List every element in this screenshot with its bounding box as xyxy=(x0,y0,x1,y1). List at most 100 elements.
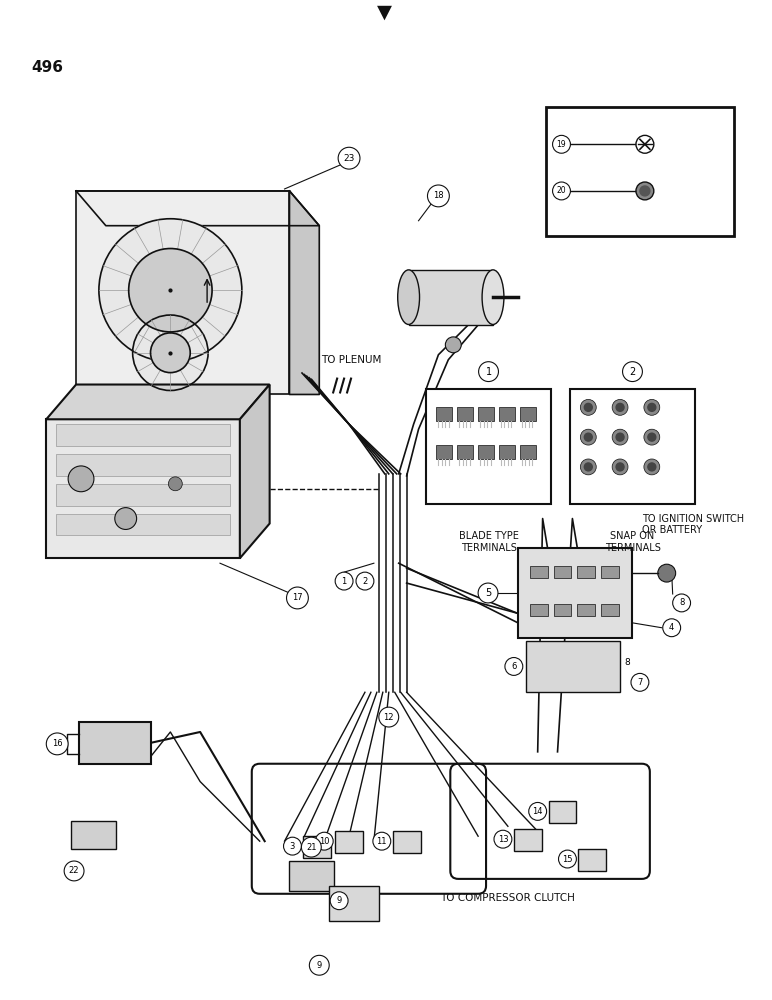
Circle shape xyxy=(505,658,523,675)
Circle shape xyxy=(584,433,592,441)
Bar xyxy=(554,566,571,578)
Circle shape xyxy=(658,564,676,582)
Circle shape xyxy=(356,572,374,590)
Text: 1: 1 xyxy=(341,577,347,586)
Text: 15: 15 xyxy=(562,855,573,864)
Circle shape xyxy=(129,249,212,332)
Bar xyxy=(46,419,240,558)
Text: 2: 2 xyxy=(362,577,367,586)
Circle shape xyxy=(612,399,628,415)
Bar xyxy=(571,389,695,504)
Text: 7: 7 xyxy=(637,678,642,687)
Circle shape xyxy=(648,463,655,471)
Text: 18: 18 xyxy=(433,191,444,200)
Bar xyxy=(520,407,536,421)
Bar xyxy=(478,407,494,421)
Polygon shape xyxy=(290,191,320,394)
Bar xyxy=(408,270,493,325)
Circle shape xyxy=(151,333,190,373)
Circle shape xyxy=(373,832,391,850)
Bar xyxy=(56,484,230,506)
Circle shape xyxy=(479,362,499,382)
Circle shape xyxy=(379,707,398,727)
Circle shape xyxy=(612,429,628,445)
Text: 17: 17 xyxy=(292,593,303,602)
Text: TO COMPRESSOR CLUTCH: TO COMPRESSOR CLUTCH xyxy=(441,893,575,903)
Circle shape xyxy=(644,399,660,415)
Circle shape xyxy=(553,182,571,200)
Circle shape xyxy=(494,830,512,848)
Bar xyxy=(426,389,550,504)
Circle shape xyxy=(631,673,648,691)
Bar xyxy=(79,722,151,764)
Text: BLADE TYPE
TERMINALS: BLADE TYPE TERMINALS xyxy=(459,531,519,553)
Text: 9: 9 xyxy=(317,961,322,970)
Circle shape xyxy=(133,315,208,390)
Bar xyxy=(530,566,547,578)
Text: 4: 4 xyxy=(669,623,674,632)
Text: TO IGNITION SWITCH
OR BATTERY: TO IGNITION SWITCH OR BATTERY xyxy=(642,514,744,535)
Bar xyxy=(56,514,230,535)
Circle shape xyxy=(64,861,84,881)
Bar xyxy=(457,445,473,459)
Bar xyxy=(518,548,632,638)
Circle shape xyxy=(581,459,596,475)
Bar xyxy=(350,891,378,913)
Bar xyxy=(530,604,547,616)
Circle shape xyxy=(644,459,660,475)
Bar xyxy=(56,454,230,476)
Bar xyxy=(436,445,452,459)
Text: 8: 8 xyxy=(679,598,684,607)
Bar xyxy=(436,407,452,421)
Text: 8: 8 xyxy=(624,658,630,667)
Text: 13: 13 xyxy=(498,835,508,844)
Text: SNAP ON
TERMINALS: SNAP ON TERMINALS xyxy=(604,531,660,553)
Text: 2: 2 xyxy=(629,367,635,377)
Bar xyxy=(329,886,379,921)
Circle shape xyxy=(662,619,681,637)
Circle shape xyxy=(335,572,353,590)
Circle shape xyxy=(478,583,498,603)
Text: 496: 496 xyxy=(32,60,63,75)
Circle shape xyxy=(99,219,242,362)
Bar xyxy=(335,831,363,853)
Circle shape xyxy=(584,463,592,471)
Text: 11: 11 xyxy=(377,837,387,846)
Text: 22: 22 xyxy=(69,866,80,875)
Bar xyxy=(546,107,734,236)
Circle shape xyxy=(529,802,547,820)
Circle shape xyxy=(286,587,308,609)
Circle shape xyxy=(640,186,650,196)
Text: 1: 1 xyxy=(486,367,492,377)
Bar xyxy=(526,641,620,692)
Bar xyxy=(457,407,473,421)
Bar xyxy=(499,407,515,421)
Circle shape xyxy=(301,837,321,857)
Circle shape xyxy=(616,403,624,411)
Bar xyxy=(601,566,619,578)
Bar xyxy=(549,801,577,823)
Text: 6: 6 xyxy=(511,662,516,671)
Circle shape xyxy=(581,399,596,415)
Ellipse shape xyxy=(398,270,419,324)
Polygon shape xyxy=(76,191,290,394)
Bar xyxy=(393,831,421,853)
Circle shape xyxy=(636,182,654,200)
Text: 3: 3 xyxy=(290,842,295,851)
Bar xyxy=(71,821,116,849)
Circle shape xyxy=(315,832,334,850)
Circle shape xyxy=(581,429,596,445)
Circle shape xyxy=(648,433,655,441)
Circle shape xyxy=(612,459,628,475)
Text: 14: 14 xyxy=(533,807,543,816)
Circle shape xyxy=(584,403,592,411)
Bar xyxy=(577,566,595,578)
Circle shape xyxy=(46,733,68,755)
Circle shape xyxy=(648,403,655,411)
Circle shape xyxy=(428,185,449,207)
Bar xyxy=(478,445,494,459)
Circle shape xyxy=(622,362,642,382)
Circle shape xyxy=(616,433,624,441)
Bar xyxy=(554,604,571,616)
Bar xyxy=(290,861,334,891)
